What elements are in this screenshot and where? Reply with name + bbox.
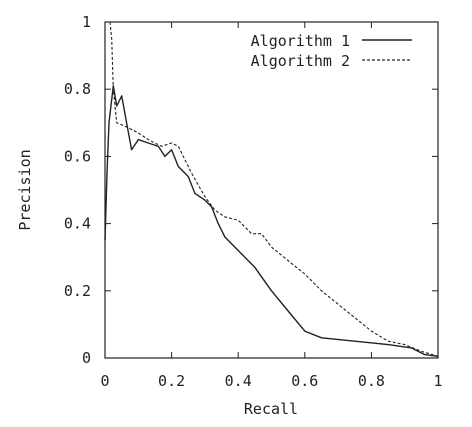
series-line-algorithm-2 — [109, 21, 439, 357]
plot-lines — [104, 21, 439, 357]
x-tick-label: 1 — [433, 372, 442, 390]
legend-label-algorithm-2: Algorithm 2 — [251, 52, 350, 70]
x-tick-label: 0.2 — [158, 372, 185, 390]
y-tick-label: 0 — [82, 349, 91, 367]
y-tick-label: 1 — [82, 13, 91, 31]
x-tick-label: 0 — [100, 372, 109, 390]
y-tick-label: 0.4 — [64, 215, 91, 233]
y-axis-label: Precision — [16, 149, 34, 230]
x-tick-label: 0.6 — [291, 372, 318, 390]
series-line-algorithm-1 — [104, 85, 439, 357]
legend-label-algorithm-1: Algorithm 1 — [251, 32, 350, 50]
x-tick-label: 0.8 — [358, 372, 385, 390]
plot-frame — [104, 21, 439, 359]
legend: Algorithm 1 Algorithm 2 — [251, 32, 412, 70]
axis-ticks: 0 0.2 0.4 0.6 0.8 1 0 0.2 0.4 0.6 0.8 1 — [64, 13, 443, 390]
y-tick-label: 0.2 — [64, 282, 91, 300]
y-tick-label: 0.6 — [64, 147, 91, 165]
x-axis-label: Recall — [244, 400, 298, 418]
x-tick-label: 0.4 — [225, 372, 252, 390]
y-tick-label: 0.8 — [64, 80, 91, 98]
